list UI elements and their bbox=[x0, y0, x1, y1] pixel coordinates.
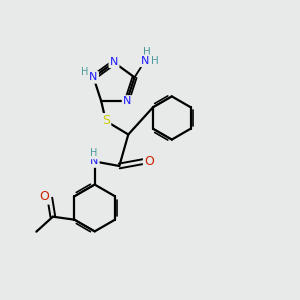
Text: O: O bbox=[144, 155, 154, 168]
Text: H: H bbox=[151, 56, 158, 66]
Text: N: N bbox=[89, 72, 98, 82]
Text: H: H bbox=[90, 148, 98, 158]
Text: N: N bbox=[90, 157, 98, 166]
Text: N: N bbox=[110, 57, 118, 67]
Text: N: N bbox=[123, 97, 131, 106]
Text: H: H bbox=[143, 47, 150, 57]
Text: H: H bbox=[81, 67, 89, 77]
Text: N: N bbox=[141, 56, 149, 66]
Text: O: O bbox=[40, 190, 50, 203]
Text: S: S bbox=[102, 115, 110, 128]
